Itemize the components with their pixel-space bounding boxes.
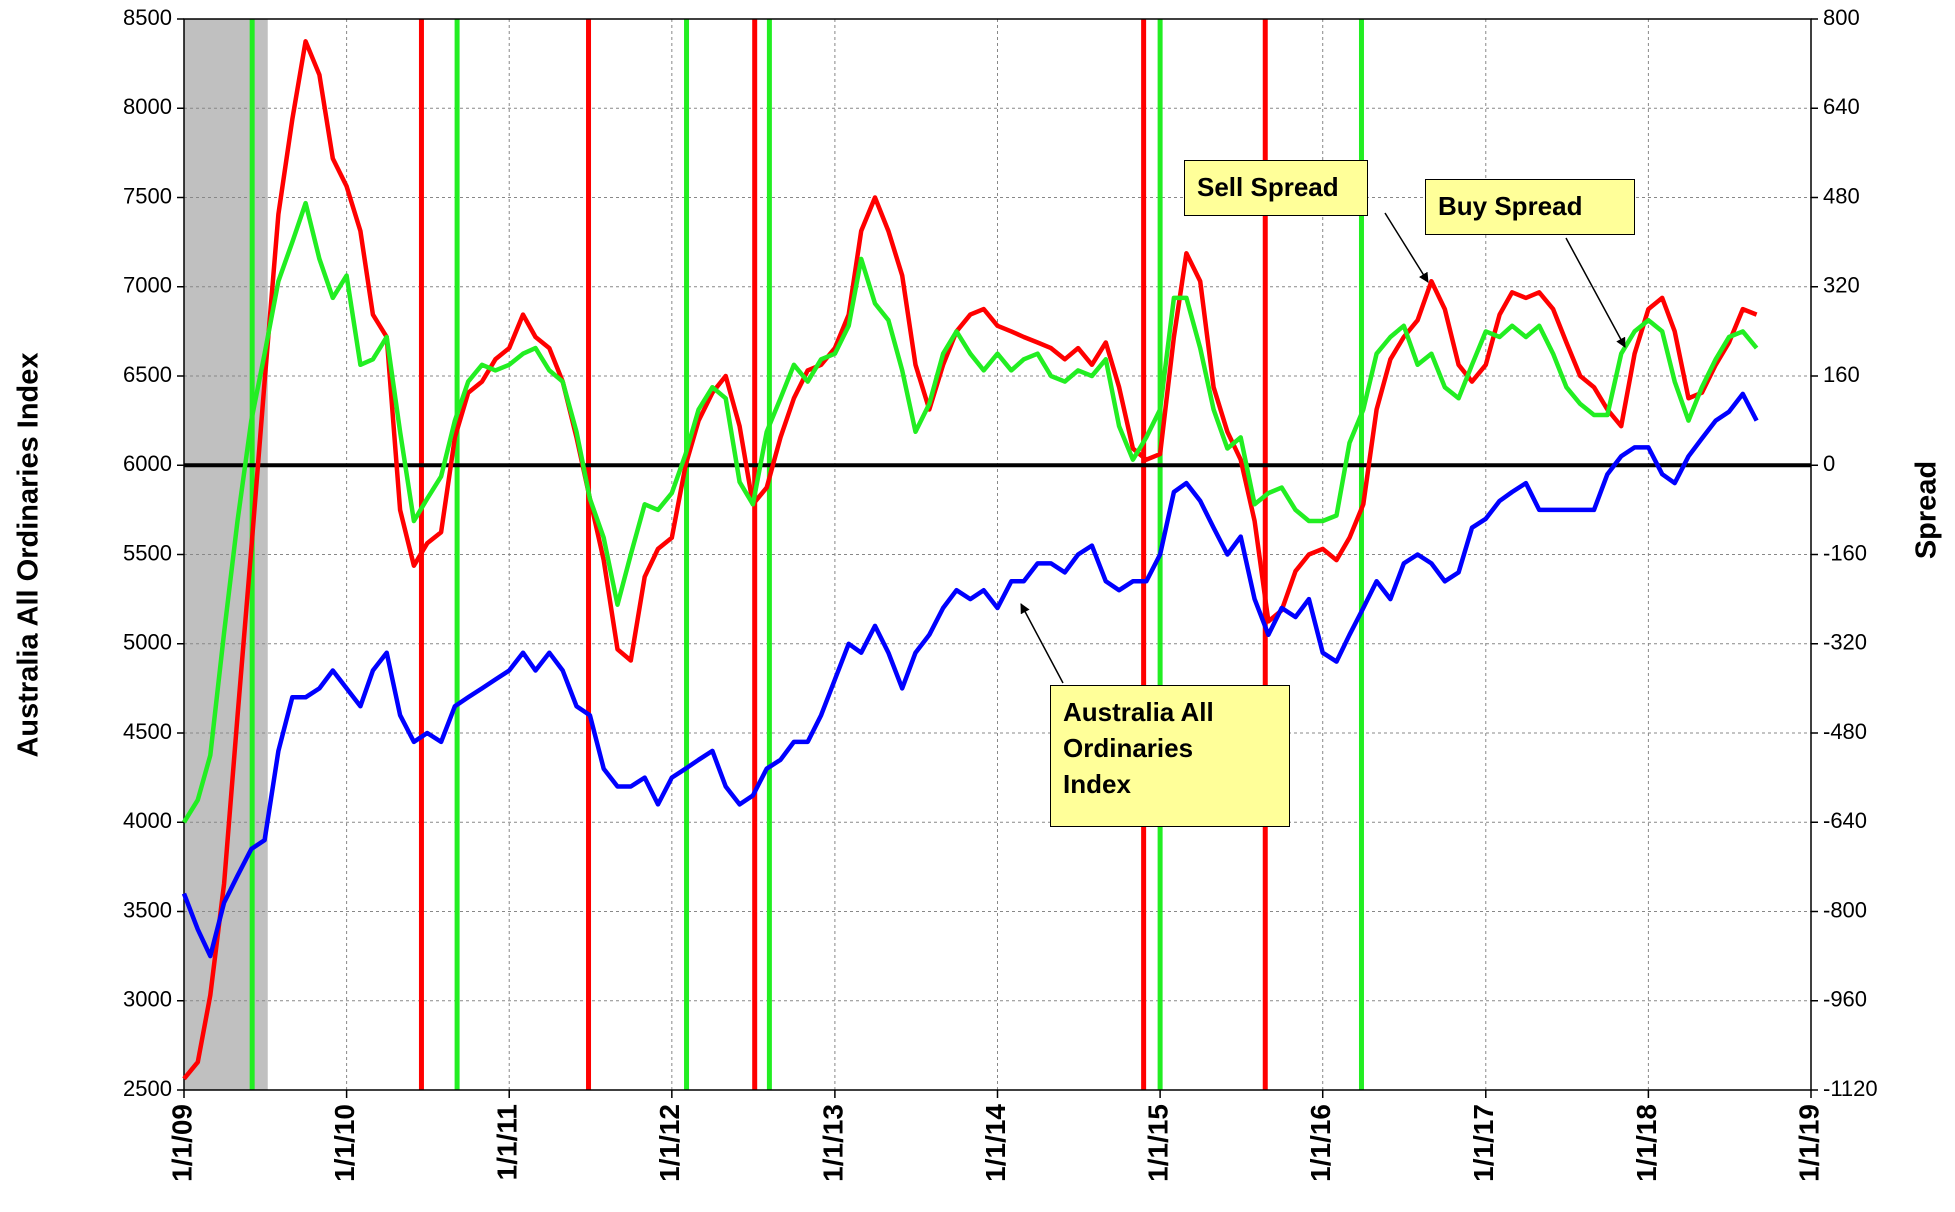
x-tick-label: 1/1/18 [1631,1104,1662,1182]
y2-tick-label: 480 [1823,183,1860,208]
x-tick-label: 1/1/16 [1305,1104,1336,1182]
y-tick-label: 7000 [123,273,172,298]
y2-tick-label: 0 [1823,451,1835,476]
y-axis-label: Australia All Ordinaries Index [13,352,45,757]
y-tick-label: 2500 [123,1076,172,1101]
y2-tick-label: 800 [1823,5,1860,30]
y2-tick-label: -320 [1823,630,1867,655]
x-tick-label: 1/1/17 [1468,1104,1499,1182]
y-tick-label: 6500 [123,362,172,387]
y2-tick-label: -800 [1823,897,1867,922]
callout-arrow [1384,212,1429,283]
y-tick-label: 8500 [123,5,172,30]
y2-tick-label: 640 [1823,94,1860,119]
y-tick-label: 7500 [123,183,172,208]
y2-axis-label: Spread [1911,461,1943,559]
callout-index: Australia All Ordinaries Index [1050,685,1290,827]
x-tick-label: 1/1/15 [1143,1104,1174,1182]
y-tick-label: 4500 [123,719,172,744]
x-tick-label: 1/1/14 [980,1104,1011,1182]
x-tick-label: 1/1/11 [492,1104,523,1180]
x-tick-label: 1/1/12 [654,1104,685,1182]
x-tick-label: 1/1/10 [329,1104,360,1182]
y-tick-label: 6000 [123,451,172,476]
y2-tick-label: -960 [1823,987,1867,1012]
x-tick-label: 1/1/19 [1793,1104,1824,1182]
y2-tick-label: -640 [1823,808,1867,833]
y-tick-label: 4000 [123,808,172,833]
plot-frame [183,18,1812,1091]
y2-tick-label: -480 [1823,719,1867,744]
series-line [181,391,1759,959]
y2-tick-label: -1120 [1823,1076,1878,1101]
x-tick-label: 1/1/09 [166,1104,197,1182]
x-tick-label: 1/1/13 [817,1104,848,1182]
series-line [182,39,1758,1081]
callout-buy-spread: Buy Spread [1425,179,1635,235]
callout-sell-spread: Sell Spread [1184,160,1368,216]
y-tick-label: 3000 [123,987,172,1012]
series-line [182,200,1759,824]
y-tick-label: 5000 [123,630,172,655]
callout-arrow [1020,603,1064,684]
y-tick-label: 3500 [123,897,172,922]
y-tick-label: 8000 [123,94,172,119]
callout-arrow [1565,237,1626,348]
y2-tick-label: 160 [1823,362,1860,387]
y2-tick-label: 320 [1823,273,1860,298]
y2-tick-label: -160 [1823,540,1867,565]
y-tick-label: 5500 [123,540,172,565]
